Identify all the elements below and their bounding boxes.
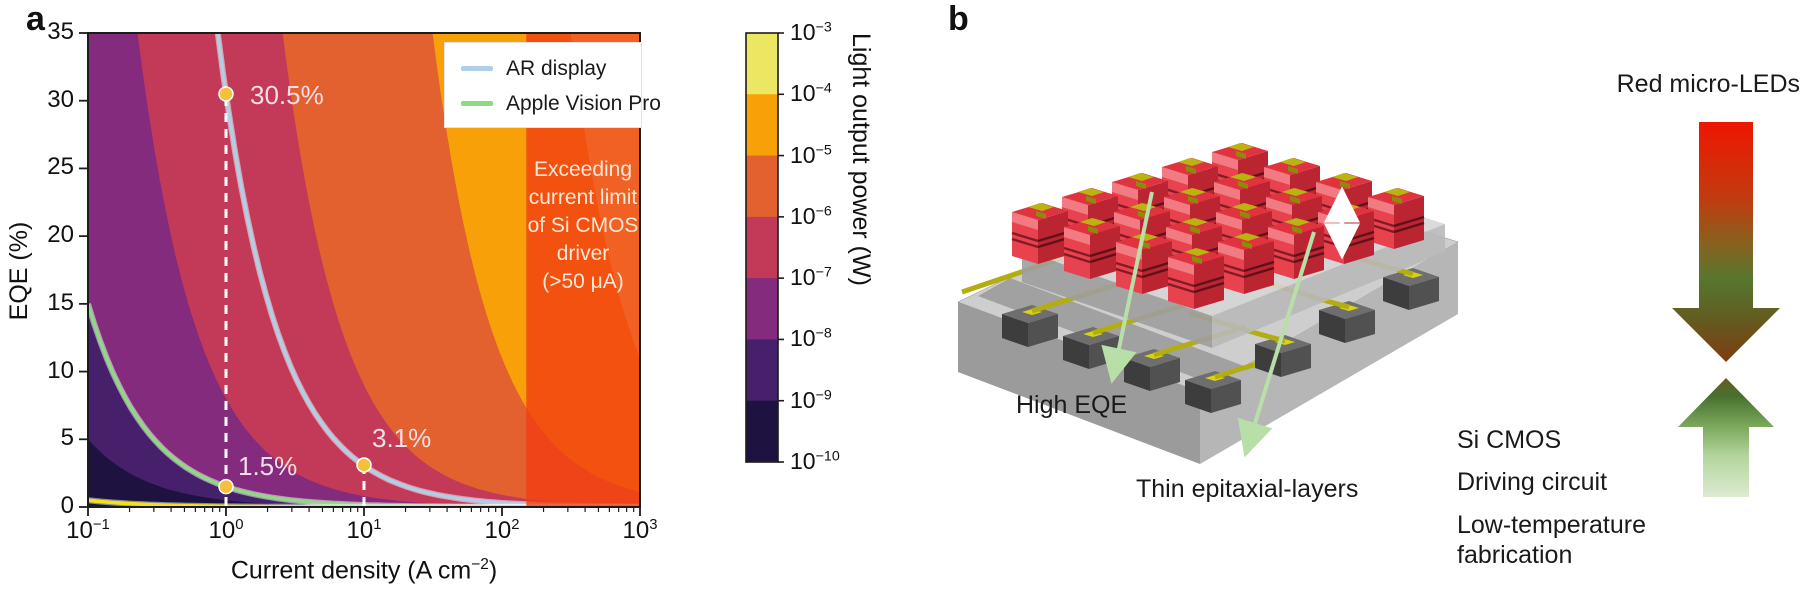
label-low-temperature: Low-temperature (1457, 511, 1646, 539)
overlay-line-3: of Si CMOS (527, 214, 639, 237)
led-pixel (1167, 248, 1225, 309)
down-arrow (1672, 122, 1780, 362)
panel-a-contour-plot: a AR display Apple Vision Pro Exceeding … (5, 0, 875, 585)
annotation-arrow-high-eqe (1101, 191, 1154, 384)
x-tick-label: 103 (622, 517, 658, 544)
x-axis-label-close: ) (488, 556, 498, 585)
led-array (1011, 143, 1425, 309)
colorbar-tick-label: 10−6 (790, 202, 832, 229)
marker-label: 3.1% (372, 423, 432, 454)
legend-item-ar-display: AR display (461, 51, 641, 86)
x-axis-label-text: Current density (A cm (230, 556, 472, 585)
label-high-eqe: High EQE (1016, 391, 1128, 419)
colorbar-segment (746, 278, 778, 340)
led-pixel (1011, 203, 1069, 264)
y-tick-label: 30 (47, 85, 74, 113)
panel-b-3d-illustration: b (940, 0, 1806, 608)
x-tick-label: 100 (208, 517, 244, 544)
contour-plot-canvas (79, 32, 784, 516)
overlay-line-2: current limit (528, 186, 638, 209)
marker-label: 1.5% (238, 450, 298, 481)
axes-frame (79, 32, 641, 516)
marker-dot (356, 457, 372, 473)
marker-dot (218, 478, 234, 495)
led-pixel (1317, 203, 1375, 264)
colorbar-tick-label: 10−3 (790, 19, 832, 45)
colorbar-segment (746, 400, 778, 463)
marker-label: 30.5% (250, 79, 324, 110)
colorbar-segment (746, 155, 778, 218)
colorbar-tick-label: 10−4 (790, 80, 832, 107)
marker-dot (218, 86, 234, 102)
legend-label-ar-display: AR display (506, 56, 607, 80)
up-arrow (1678, 378, 1774, 497)
led-pixel (1217, 233, 1275, 294)
driver-blocks-and-traces (961, 233, 1439, 413)
overlay-line-1: Exceeding (533, 158, 633, 181)
colorbar-tick-label: 10−10 (790, 448, 840, 474)
annotation-arrow-thin-epi (1237, 231, 1316, 458)
colorbar-tick-label: 10−5 (790, 141, 832, 168)
overlay-line-4: driver (556, 242, 610, 265)
x-axis-label-sup: −2 (471, 556, 489, 573)
colorbar-tick-label: 10−9 (790, 386, 832, 413)
led-pixel (1267, 218, 1325, 279)
colorbar-segment (746, 216, 778, 279)
marker-layer (218, 86, 372, 506)
colorbar-segment (746, 94, 778, 157)
colorbar-segment (746, 339, 778, 402)
x-tick-label: 10−1 (66, 517, 110, 544)
legend-line-swatch-blue (461, 66, 493, 71)
y-tick-label: 10 (47, 356, 74, 384)
led-pixel (1367, 188, 1425, 249)
legend-line-swatch-green (461, 101, 493, 106)
label-fabrication: fabrication (1457, 541, 1573, 569)
colorbar (745, 32, 784, 463)
y-tick-label: 5 (60, 424, 74, 452)
legend-label-apple-vision-pro: Apple Vision Pro (506, 91, 661, 115)
y-tick-label: 0 (60, 492, 74, 519)
overlay-line-5: (>50 μA) (542, 270, 624, 293)
x-axis-label: Current density (A cm−2) (164, 556, 564, 585)
panel-b-label: b (948, 0, 969, 38)
y-axis-label: EQE (%) (5, 221, 33, 321)
legend-item-apple-vision-pro: Apple Vision Pro (461, 86, 661, 121)
y-tick-label: 35 (47, 18, 74, 45)
colorbar-tick-label: 10−8 (790, 325, 832, 352)
colorbar-title: Light output power (W) (847, 33, 875, 286)
x-tick-label: 101 (346, 517, 382, 544)
panel-a-label: a (26, 0, 45, 38)
label-driving-circuit: Driving circuit (1457, 468, 1608, 496)
led-pixel (1115, 233, 1173, 294)
y-tick-label: 15 (47, 288, 74, 316)
x-tick-label: 102 (484, 517, 520, 544)
legend: AR display Apple Vision Pro (444, 42, 661, 128)
y-tick-label: 20 (47, 221, 74, 249)
colorbar-segment (746, 33, 778, 95)
colorbar-tick-label: 10−7 (790, 264, 832, 291)
label-si-cmos: Si CMOS (1457, 426, 1562, 454)
chip-illustration (957, 122, 1780, 497)
label-thin-epitaxial-layers: Thin epitaxial-layers (1136, 475, 1359, 503)
current-limit-annotation: Exceeding current limit of Si CMOS drive… (514, 156, 652, 296)
led-pixel (1063, 218, 1121, 279)
y-tick-label: 25 (47, 153, 74, 181)
label-red-micro-leds: Red micro-LEDs (1616, 70, 1800, 98)
